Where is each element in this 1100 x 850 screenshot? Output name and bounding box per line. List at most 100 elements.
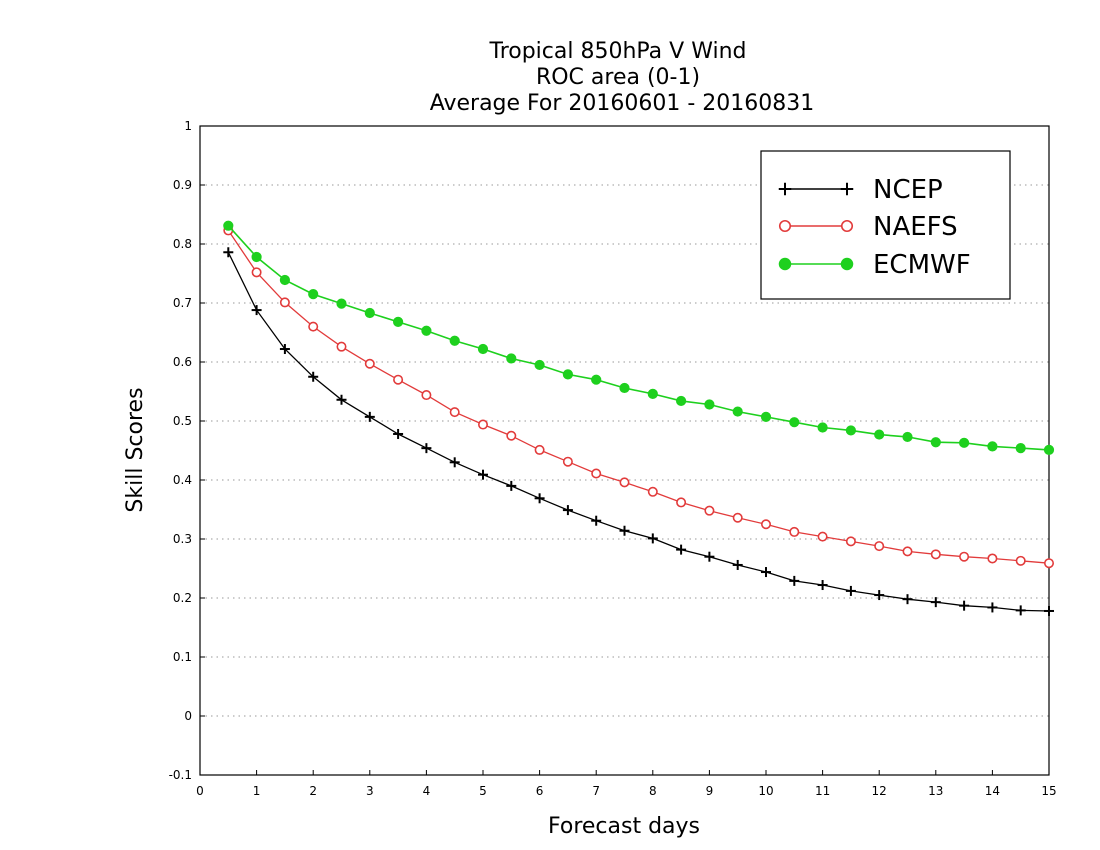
point-ecmwf-7 bbox=[421, 325, 432, 336]
y-tick-label-4: 0.3 bbox=[173, 532, 192, 546]
legend-box bbox=[760, 150, 1011, 300]
point-ecmwf-15 bbox=[647, 388, 658, 399]
title-line-1: Tropical 850hPa V Wind bbox=[488, 39, 746, 64]
chart-title: Tropical 850hPa V Wind ROC area (0-1) Av… bbox=[430, 39, 815, 116]
point-ecmwf-1 bbox=[251, 251, 262, 263]
point-ecmwf-24 bbox=[902, 431, 913, 443]
point-ecmwf-14 bbox=[619, 382, 630, 394]
y-tick-label-5: 0.4 bbox=[173, 473, 192, 487]
legend-marker-right-ncep bbox=[840, 182, 854, 196]
point-ncep-20 bbox=[789, 575, 800, 586]
point-ncep-13 bbox=[591, 515, 602, 526]
point-ecmwf-25 bbox=[930, 437, 941, 448]
legend-label-ecmwf: ECMWF bbox=[873, 250, 971, 280]
y-tick-label-10: 0.9 bbox=[173, 178, 192, 192]
point-ecmwf-18 bbox=[732, 406, 743, 417]
point-naefs-26 bbox=[959, 551, 970, 562]
x-tick-label-0: 0 bbox=[196, 784, 204, 798]
point-naefs-20 bbox=[789, 526, 800, 537]
x-tick-label-4: 4 bbox=[423, 784, 431, 798]
point-ncep-22 bbox=[845, 585, 856, 596]
x-tick-label-12: 12 bbox=[872, 784, 887, 798]
point-naefs-1 bbox=[251, 267, 262, 278]
point-naefs-3 bbox=[308, 321, 319, 332]
point-naefs-22 bbox=[845, 536, 856, 547]
point-naefs-24 bbox=[902, 546, 913, 557]
point-ncep-5 bbox=[364, 411, 375, 422]
point-naefs-17 bbox=[704, 505, 715, 516]
point-ncep-28 bbox=[1015, 605, 1026, 616]
point-ecmwf-4 bbox=[336, 298, 347, 309]
point-ecmwf-16 bbox=[676, 395, 687, 407]
legend-marker-left-naefs bbox=[778, 219, 792, 233]
point-ncep-2 bbox=[279, 344, 290, 355]
legend-marker-left-ecmwf bbox=[778, 257, 792, 271]
point-naefs-12 bbox=[562, 456, 573, 467]
x-tick-label-13: 13 bbox=[928, 784, 943, 798]
x-tick-label-15: 15 bbox=[1041, 784, 1056, 798]
x-tick-label-11: 11 bbox=[815, 784, 830, 798]
point-ecmwf-0 bbox=[223, 220, 234, 231]
point-ecmwf-8 bbox=[449, 335, 460, 346]
title-line-2: ROC area (0-1) bbox=[536, 65, 700, 90]
legend-marker-right-ecmwf bbox=[840, 257, 854, 271]
point-ncep-10 bbox=[506, 480, 517, 491]
point-naefs-28 bbox=[1015, 555, 1026, 566]
legend-label-ncep: NCEP bbox=[873, 175, 943, 205]
point-ecmwf-12 bbox=[562, 369, 574, 380]
point-ncep-9 bbox=[478, 469, 488, 480]
point-ecmwf-9 bbox=[477, 343, 489, 355]
point-ncep-14 bbox=[619, 525, 630, 536]
point-ncep-18 bbox=[732, 559, 743, 570]
point-ecmwf-29 bbox=[1043, 444, 1055, 456]
legend-marker-right-naefs bbox=[840, 219, 854, 233]
point-ncep-25 bbox=[930, 597, 941, 608]
point-ncep-26 bbox=[959, 600, 970, 611]
point-ecmwf-6 bbox=[393, 316, 404, 327]
y-tick-label-8: 0.7 bbox=[173, 296, 192, 310]
point-ecmwf-27 bbox=[987, 441, 998, 452]
y-tick-label-1: 0 bbox=[184, 709, 192, 723]
point-ecmwf-23 bbox=[874, 429, 885, 440]
point-naefs-25 bbox=[930, 549, 941, 560]
point-ncep-19 bbox=[761, 567, 771, 578]
y-tick-label-6: 0.5 bbox=[173, 414, 192, 428]
series-naefs bbox=[223, 225, 1055, 569]
x-tick-label-9: 9 bbox=[706, 784, 714, 798]
point-ecmwf-28 bbox=[1015, 443, 1026, 454]
x-tick-label-7: 7 bbox=[592, 784, 600, 798]
legend-label-naefs: NAEFS bbox=[873, 212, 958, 242]
point-naefs-29 bbox=[1044, 558, 1055, 569]
point-naefs-19 bbox=[760, 519, 771, 530]
point-ncep-29 bbox=[1044, 605, 1054, 616]
series-ncep bbox=[223, 247, 1054, 616]
point-naefs-14 bbox=[619, 477, 630, 488]
point-ecmwf-13 bbox=[591, 374, 602, 385]
point-naefs-11 bbox=[534, 444, 545, 455]
point-ecmwf-22 bbox=[845, 425, 857, 436]
y-tick-label-3: 0.2 bbox=[173, 591, 192, 605]
x-tick-label-6: 6 bbox=[536, 784, 544, 798]
point-naefs-13 bbox=[591, 468, 602, 479]
point-ecmwf-17 bbox=[704, 399, 715, 410]
point-ncep-3 bbox=[308, 371, 319, 382]
y-tick-label-11: 1 bbox=[184, 119, 192, 133]
x-tick-label-14: 14 bbox=[985, 784, 1000, 798]
point-ncep-4 bbox=[336, 394, 347, 405]
y-tick-label-0: -0.1 bbox=[169, 768, 192, 782]
x-tick-label-10: 10 bbox=[758, 784, 773, 798]
point-ncep-16 bbox=[676, 544, 687, 555]
x-axis-label: Forecast days bbox=[548, 814, 700, 839]
point-ncep-23 bbox=[874, 590, 885, 601]
point-naefs-5 bbox=[364, 358, 375, 369]
point-naefs-9 bbox=[477, 419, 488, 430]
point-ncep-27 bbox=[987, 602, 998, 613]
legend-marker-left-ncep bbox=[778, 182, 792, 196]
point-ecmwf-19 bbox=[760, 411, 772, 422]
point-ecmwf-3 bbox=[308, 289, 319, 300]
point-ecmwf-5 bbox=[364, 307, 375, 319]
point-naefs-10 bbox=[506, 430, 517, 441]
point-naefs-8 bbox=[449, 407, 460, 418]
x-axis: 0 1 2 3 4 5 6 7 8 9 10 11 12 13 14 15 bbox=[196, 770, 1057, 798]
